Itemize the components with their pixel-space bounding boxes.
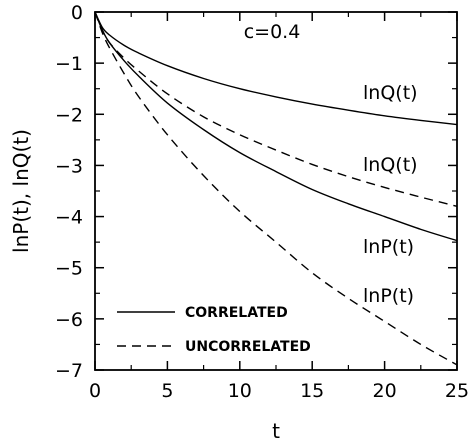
y-tick-label-1: −1 bbox=[55, 53, 83, 75]
annotation-lnq-uncorrelated: lnQ(t) bbox=[363, 154, 418, 176]
x-tick-label-0: 0 bbox=[89, 380, 101, 402]
y-tick-label-7: −7 bbox=[55, 360, 83, 382]
annotation-lnp-uncorrelated: lnP(t) bbox=[363, 285, 414, 307]
x-tick-label-2: 10 bbox=[228, 380, 252, 402]
tick-labels: 0 5 10 15 20 25 0 −1 −2 −3 −4 −5 −6 −7 bbox=[55, 2, 469, 402]
annotation-lnp-correlated: lnP(t) bbox=[363, 236, 414, 258]
y-tick-label-0: 0 bbox=[71, 2, 83, 24]
y-tick-label-5: −5 bbox=[55, 258, 83, 280]
y-axis-label: lnP(t), lnQ(t) bbox=[9, 129, 33, 253]
x-axis-label: t bbox=[272, 419, 280, 443]
x-tick-label-3: 15 bbox=[300, 380, 324, 402]
x-tick-label-5: 25 bbox=[445, 380, 469, 402]
legend-label-uncorrelated: UNCORRELATED bbox=[185, 339, 311, 355]
y-tick-label-2: −2 bbox=[55, 104, 83, 126]
y-tick-label-6: −6 bbox=[55, 309, 83, 331]
series-lnp-correlated bbox=[94, 11, 458, 242]
y-tick-label-4: −4 bbox=[55, 207, 83, 229]
y-tick-label-3: −3 bbox=[55, 155, 83, 177]
axis-ticks bbox=[94, 11, 458, 371]
annotation-lnq-correlated: lnQ(t) bbox=[363, 82, 418, 104]
x-tick-label-1: 5 bbox=[161, 380, 173, 402]
series-group bbox=[94, 11, 458, 366]
x-tick-label-4: 20 bbox=[373, 380, 397, 402]
series-lnq-correlated bbox=[94, 11, 458, 126]
annotation-parameter: c=0.4 bbox=[244, 21, 301, 43]
legend-label-correlated: CORRELATED bbox=[185, 305, 288, 321]
legend: CORRELATED UNCORRELATED bbox=[117, 305, 311, 355]
series-lnp-uncorrelated bbox=[94, 11, 458, 366]
